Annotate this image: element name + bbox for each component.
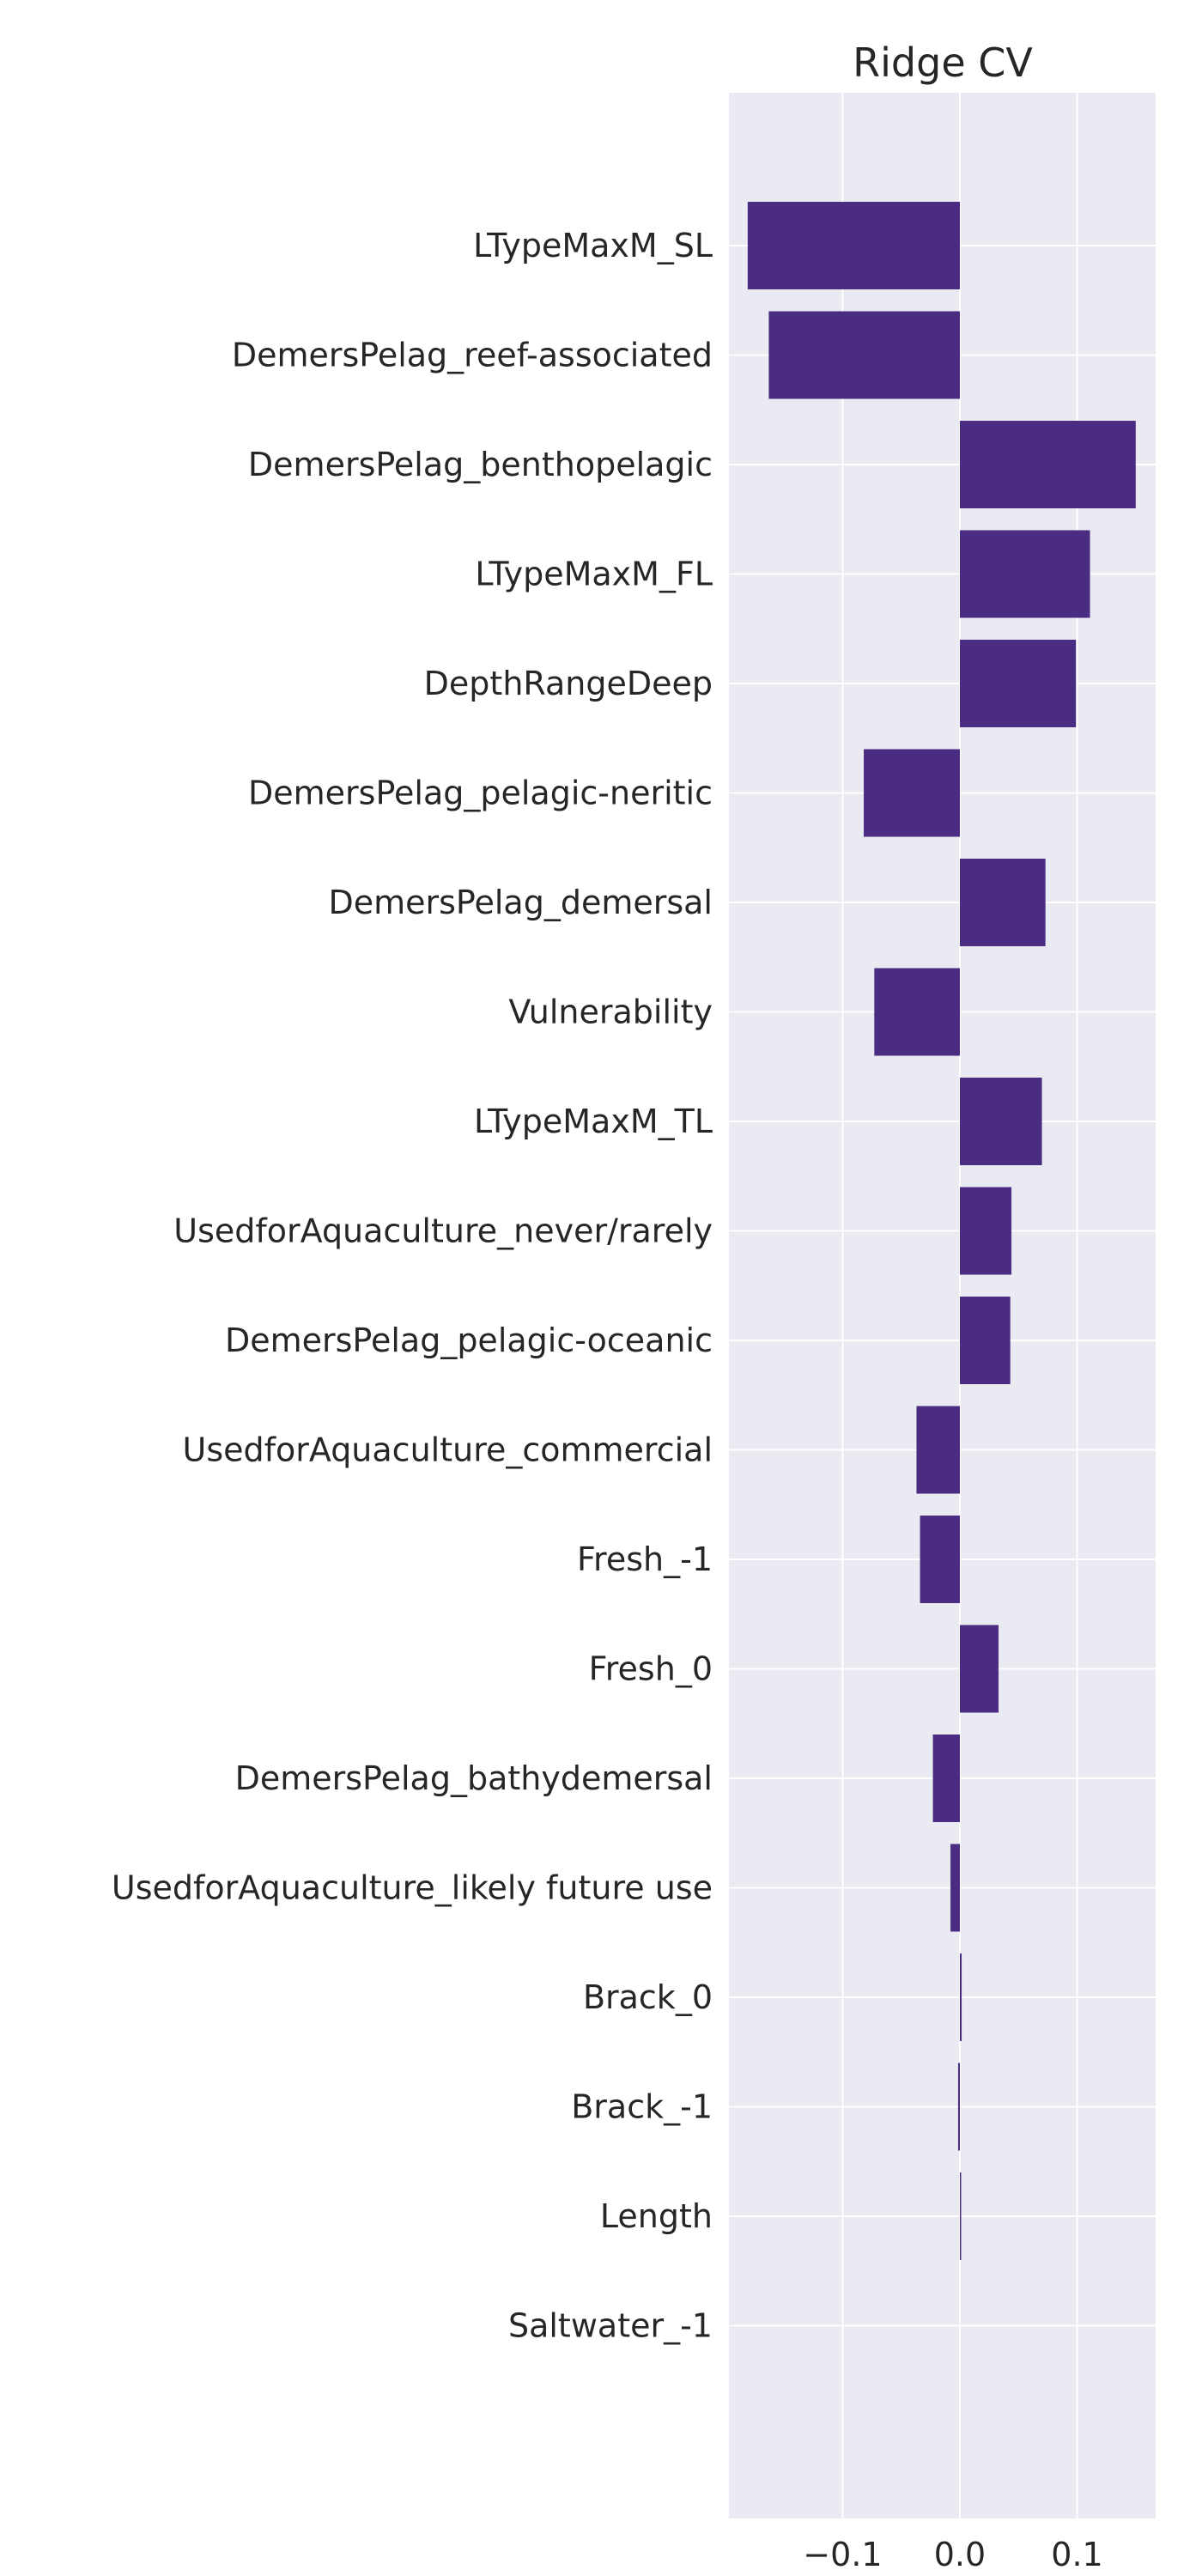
bar (920, 1516, 960, 1603)
category-labels: LTypeMaxM_SL DemersPelag_reef-associated D… (112, 227, 713, 2345)
bar (864, 749, 960, 837)
category-label: DemersPelag_reef-associated (232, 337, 713, 374)
category-label: LTypeMaxM_SL (473, 227, 713, 264)
bar (747, 202, 960, 289)
bar (950, 1844, 960, 1932)
category-label: LTypeMaxM_TL (474, 1103, 713, 1140)
category-label: UsedforAquaculture_likely future use (112, 1869, 713, 1907)
category-label: DemersPelag_pelagic-neritic (248, 775, 713, 812)
x-tick-label: 0.1 (1051, 2536, 1102, 2573)
bar (959, 1078, 1042, 1165)
chart-title: Ridge CV (853, 39, 1033, 86)
bar (959, 640, 1077, 727)
bar (959, 859, 1046, 946)
category-label: Vulnerability (508, 993, 713, 1031)
bar (874, 968, 960, 1056)
category-label: DemersPelag_benthopelagic (248, 446, 713, 483)
bar (932, 1735, 960, 1822)
bars (747, 202, 1136, 2260)
bar (959, 530, 1090, 618)
category-label: Brack_-1 (571, 2088, 713, 2126)
bar (959, 1953, 962, 2041)
bar (916, 1406, 960, 1494)
bar (959, 1625, 999, 1713)
bar (959, 421, 1136, 508)
category-label: DemersPelag_bathydemersal (235, 1759, 713, 1797)
x-tick-label: 0.0 (934, 2536, 986, 2573)
category-label: DemersPelag_pelagic-oceanic (225, 1321, 713, 1359)
x-tick-label: −0.1 (803, 2536, 882, 2573)
category-label: Fresh_0 (589, 1650, 713, 1688)
category-label: DepthRangeDeep (424, 665, 713, 702)
category-label: Fresh_-1 (577, 1540, 713, 1578)
bar (959, 1187, 1012, 1275)
category-label: Brack_0 (583, 1978, 713, 2016)
category-label: UsedforAquaculture_commercial (183, 1431, 713, 1469)
bar (768, 311, 960, 399)
category-label: Length (600, 2197, 713, 2235)
x-tick-labels: −0.1 0.0 0.1 (803, 2536, 1102, 2573)
category-label: Saltwater_-1 (508, 2307, 713, 2345)
bar (957, 2063, 960, 2151)
category-label: UsedforAquaculture_never/rarely (173, 1212, 713, 1250)
bar (959, 2172, 962, 2260)
bar (959, 1297, 1011, 1384)
category-label: DemersPelag_demersal (328, 884, 713, 921)
category-label: LTypeMaxM_FL (475, 556, 713, 593)
